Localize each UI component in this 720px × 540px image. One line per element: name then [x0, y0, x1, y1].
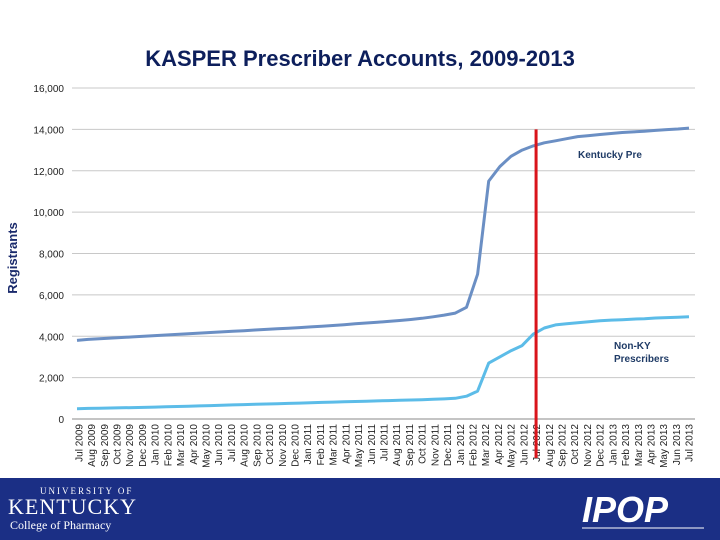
x-tick-label: Apr 2012: [494, 424, 505, 465]
logo-college-line: College of Pharmacy: [10, 518, 112, 532]
x-tick-label: Nov 2010: [278, 424, 289, 467]
x-tick-label: Jan 2010: [151, 424, 162, 466]
x-tick-label: Oct 2009: [113, 424, 124, 465]
ipop-logo-text: IPOP: [582, 489, 669, 530]
y-tick-label: 4,000: [39, 332, 64, 343]
footer-bar: UNIVERSITY OF KENTUCKY College of Pharma…: [0, 478, 720, 540]
x-tick-label: Sep 2012: [558, 424, 569, 467]
logo-kentucky-line: KENTUCKY: [8, 494, 137, 519]
x-tick-label: Aug 2010: [240, 424, 251, 467]
x-tick-label: Jul 2009: [74, 424, 85, 462]
x-tick-label: Feb 2013: [621, 424, 632, 467]
y-tick-label: 16,000: [33, 84, 64, 95]
x-tick-label: Oct 2011: [418, 424, 429, 464]
x-tick-label: Mar 2012: [481, 424, 492, 467]
non-ky-series-line: [76, 315, 690, 411]
y-tick-label: 10,000: [33, 208, 64, 219]
uk-college-of-pharmacy-logo: UNIVERSITY OF KENTUCKY College of Pharma…: [8, 486, 137, 533]
x-tick-label: Oct 2010: [265, 424, 276, 465]
non-ky-series-label-line2: Prescribers: [614, 354, 669, 365]
x-tick-label: Jan 2011: [303, 424, 314, 465]
y-tick-label: 14,000: [33, 125, 64, 136]
x-tick-label: Sep 2009: [100, 424, 111, 467]
y-tick-label: 8,000: [39, 250, 64, 261]
series-lines: [76, 126, 690, 411]
x-tick-label: Oct 2012: [570, 424, 581, 465]
y-tick-label: 0: [58, 415, 64, 426]
x-tick-label: Mar 2010: [176, 424, 187, 467]
x-tick-label: Aug 2012: [545, 424, 556, 467]
x-tick-label: Jun 2013: [672, 424, 683, 466]
x-tick-label: Jul 2010: [227, 424, 238, 462]
non-ky-series-label-line1: Non-KY: [614, 341, 651, 352]
x-tick-label: Feb 2011: [316, 424, 327, 466]
x-tick-label: Feb 2010: [163, 424, 174, 467]
x-tick-label: May 2011: [354, 424, 365, 468]
x-tick-label: Nov 2012: [583, 424, 594, 467]
x-tick-label: Mar 2011: [329, 424, 340, 466]
x-tick-label: Jul 2011: [380, 424, 391, 462]
x-tick-label: Dec 2011: [443, 424, 454, 467]
x-tick-label: Apr 2010: [189, 424, 200, 465]
gridlines: [72, 87, 695, 420]
x-tick-label: Nov 2011: [430, 424, 441, 467]
y-tick-labels: 0 2,000 4,000 6,000 8,000 10,000 12,000 14,000 1…: [33, 84, 64, 426]
x-tick-label: Sep 2010: [252, 424, 263, 467]
x-tick-label: Jan 2013: [608, 424, 619, 466]
x-tick-label: May 2012: [507, 424, 518, 468]
x-tick-label: Jun 2011: [367, 424, 378, 465]
kentucky-series-line: [76, 126, 690, 342]
x-tick-label: Mar 2013: [634, 424, 645, 467]
y-tick-label: 12,000: [33, 167, 64, 178]
line-chart: 0 2,000 4,000 6,000 8,000 10,000 12,000 14,000 1…: [5, 84, 696, 468]
x-tick-labels: Jul 2009 Aug 2009 Sep 2009 Oct 2009 Nov 2009…: [74, 424, 695, 468]
y-tick-label: 6,000: [39, 291, 64, 302]
x-tick-label: May 2010: [202, 424, 213, 468]
x-tick-label: Dec 2009: [138, 424, 149, 467]
x-tick-label: Feb 2012: [469, 424, 480, 467]
x-tick-label: Jun 2012: [519, 424, 530, 466]
x-tick-label: Dec 2010: [291, 424, 302, 467]
x-tick-label: Jun 2010: [214, 424, 225, 466]
kentucky-series-label: Kentucky Pre: [578, 150, 642, 161]
y-tick-label: 2,000: [39, 374, 64, 385]
logo-university-line: UNIVERSITY OF: [40, 486, 134, 496]
x-tick-label: Nov 2009: [125, 424, 136, 467]
x-tick-label: May 2013: [659, 424, 670, 468]
x-tick-label: Aug 2011: [392, 424, 403, 467]
x-tick-label: Sep 2011: [405, 424, 416, 467]
x-tick-label: Jan 2012: [456, 424, 467, 466]
x-tick-label: Aug 2009: [87, 424, 98, 467]
chart-title: KASPER Prescriber Accounts, 2009-2013: [145, 46, 575, 71]
x-tick-label: Apr 2011: [341, 424, 352, 464]
x-tick-label: Dec 2012: [596, 424, 607, 467]
x-tick-label: Jul 2013: [685, 424, 696, 462]
x-tick-label: Apr 2013: [647, 424, 658, 465]
ipop-logo: IPOP: [582, 489, 704, 530]
y-axis-label: Registrants: [5, 222, 20, 294]
